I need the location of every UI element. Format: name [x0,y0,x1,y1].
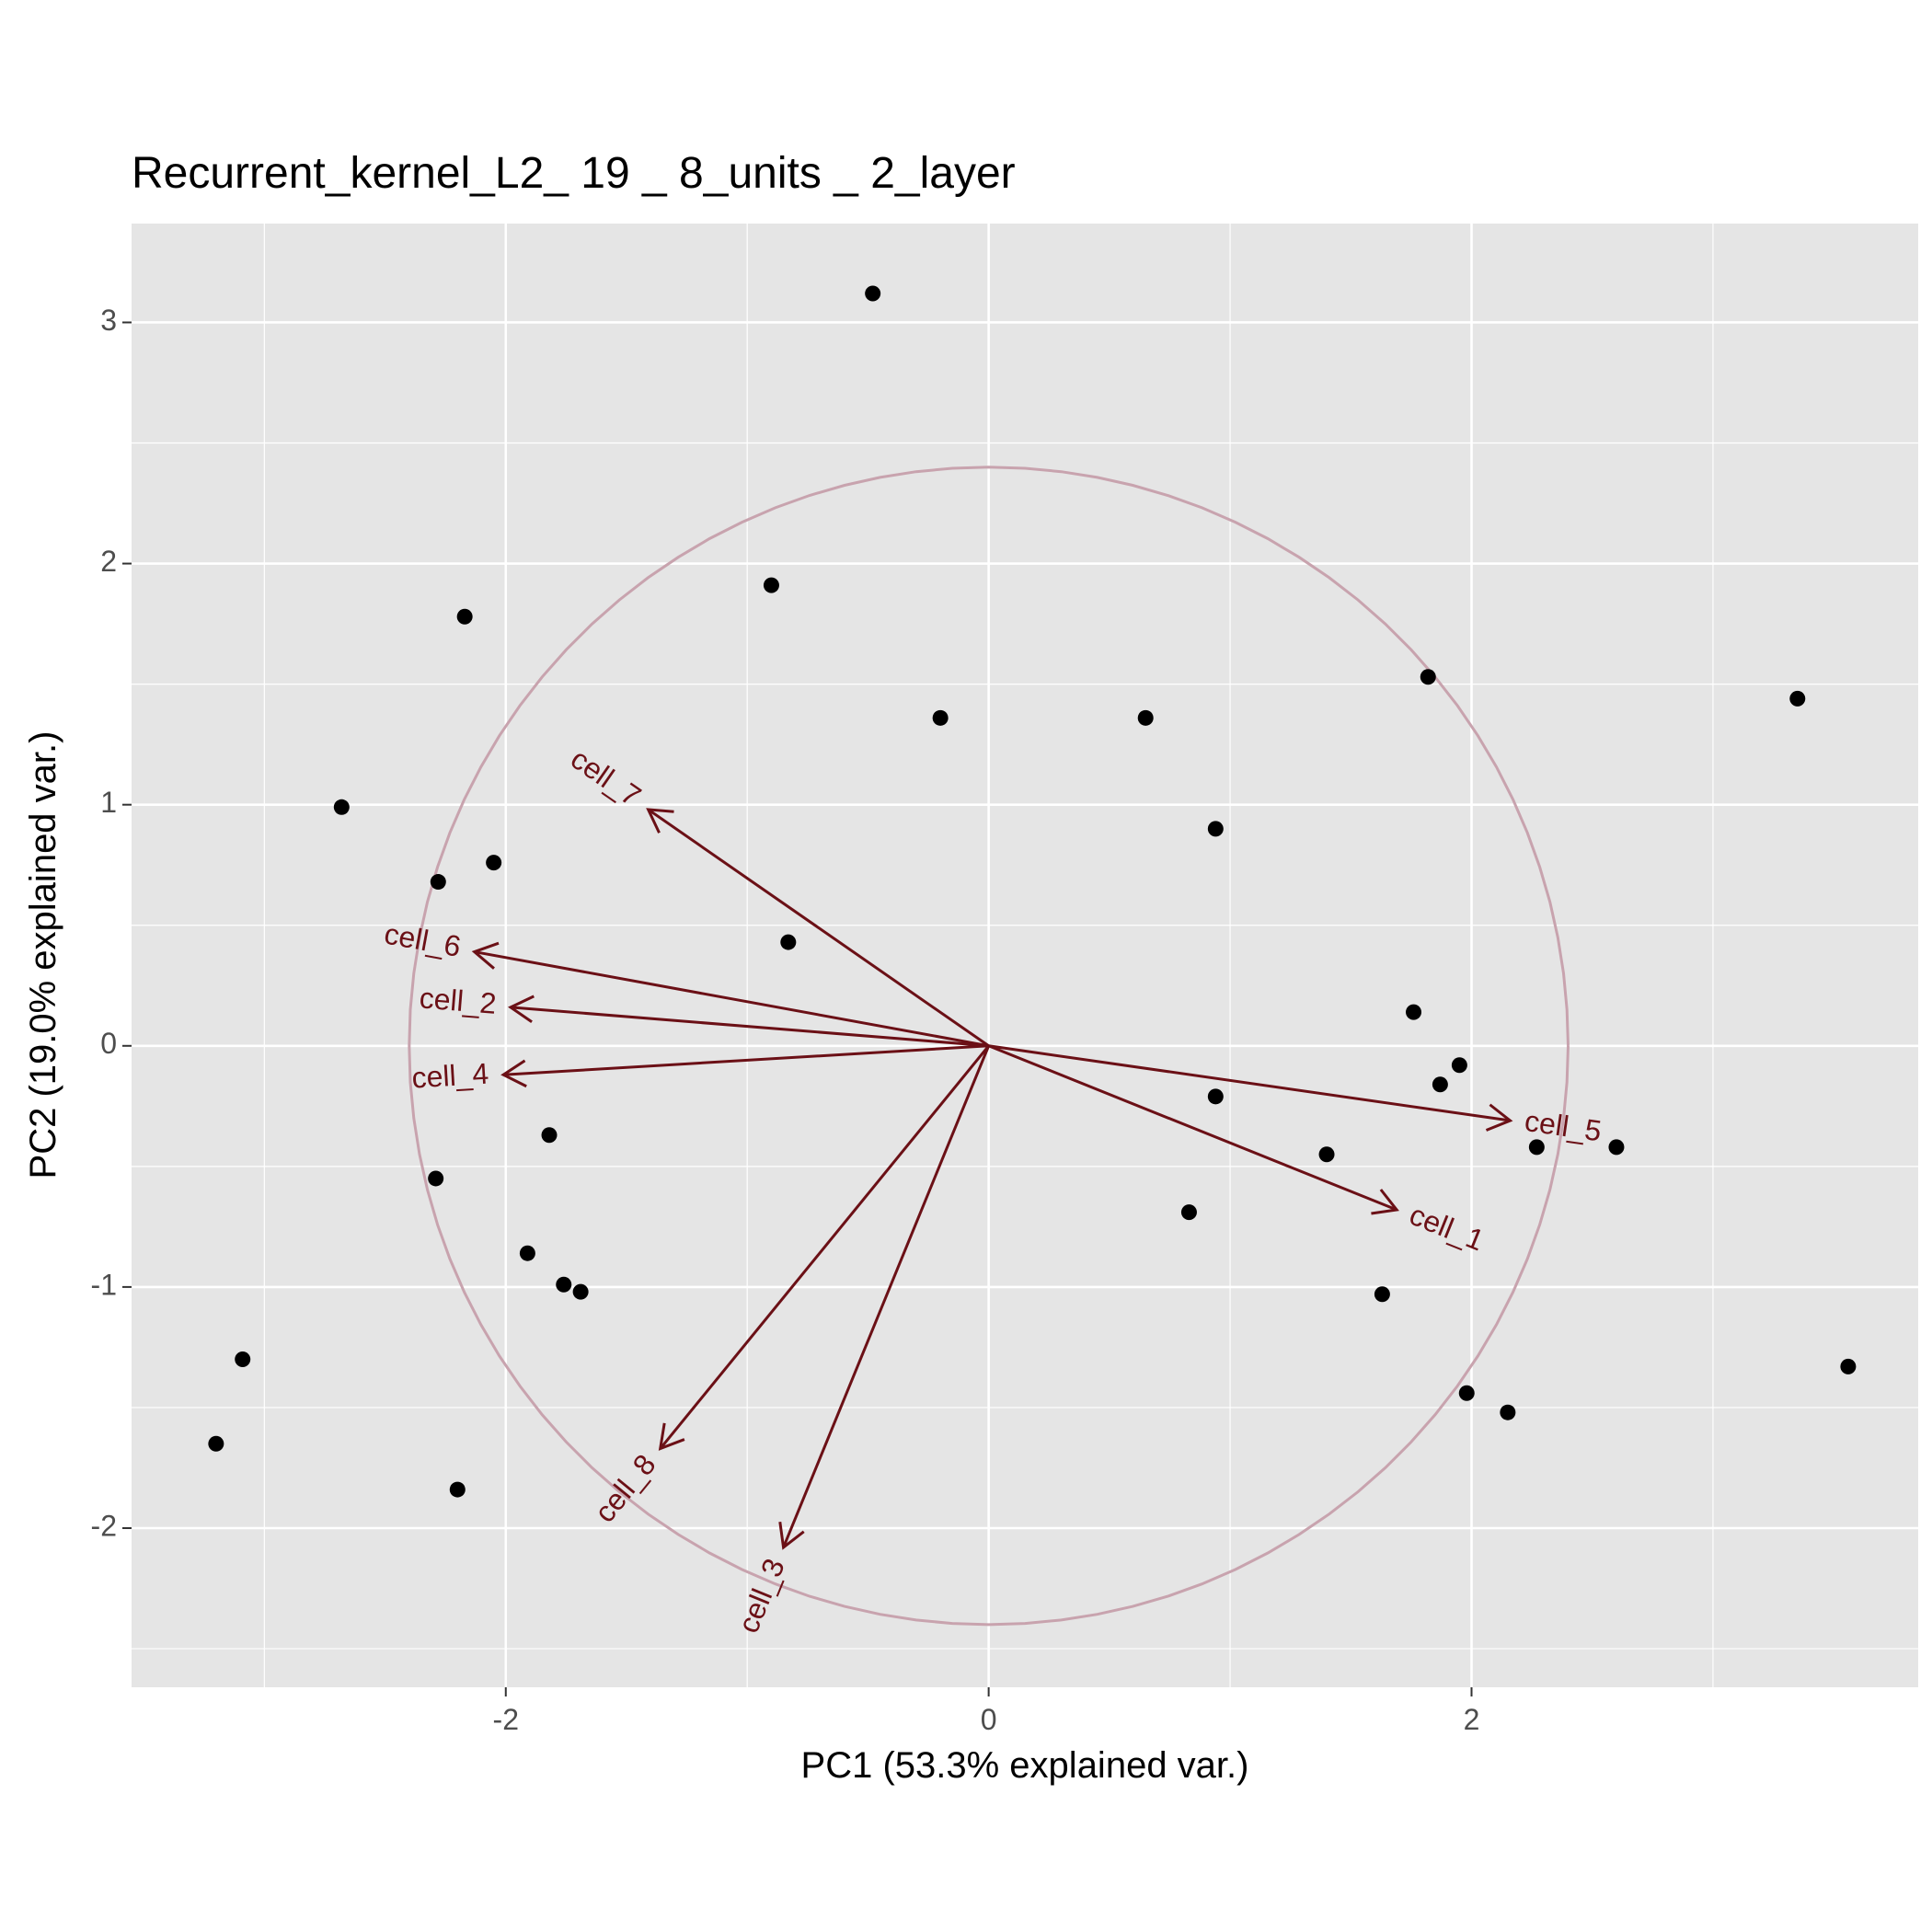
arrow-head-cell_8 [658,1422,685,1451]
data-point [1608,1139,1625,1156]
data-point [486,855,502,871]
arrow-shaft-cell_5 [988,1044,1511,1122]
data-point [1420,669,1436,685]
arrow-head-cell_2 [508,995,535,1023]
arrow-shaft-cell_2 [510,1006,989,1048]
x-tick-label: -2 [493,1703,519,1736]
arrow-shaft-cell_4 [503,1044,989,1076]
minor-gridlines [132,224,1918,1687]
data-point [572,1283,589,1300]
data-point [932,709,949,726]
data-point [430,874,446,891]
correlation-circle [408,466,1570,1627]
data-point [333,799,350,815]
y-tick-label: 3 [100,304,117,337]
x-tick-label: 2 [1464,1703,1480,1736]
points-layer [208,285,1857,1498]
data-point [519,1245,535,1261]
data-point [428,1170,444,1187]
arrow-shaft-cell_6 [474,950,989,1048]
data-point [456,608,473,625]
x-axis-title: PC1 (53.3% explained var.) [801,1745,1249,1786]
arrow-head-cell_4 [500,1059,527,1088]
y-axis-title: PC2 (19.0% explained var.) [23,731,63,1179]
chart-title: Recurrent_kernel_L2_ 19 _ 8_units _ 2_la… [132,149,1016,198]
data-point [1374,1286,1390,1303]
y-tick-label: -1 [91,1268,117,1301]
arrow-shaft-cell_3 [782,1045,991,1548]
arrow-label-cell_4: cell_4 [411,1057,490,1095]
data-point [1406,1004,1422,1020]
data-point [1207,821,1224,837]
y-tick-label: 1 [100,786,117,819]
data-point [780,934,797,950]
y-tick-label: 0 [100,1027,117,1060]
x-tick-label: 0 [981,1703,997,1736]
data-point [1500,1404,1516,1420]
data-point [1789,690,1806,707]
arrow-shaft-cell_1 [988,1044,1397,1212]
arrow-head-cell_5 [1485,1103,1513,1132]
data-point [1451,1057,1467,1074]
y-tick-label: -2 [91,1509,117,1542]
data-point [763,577,779,593]
data-point [1180,1204,1197,1221]
data-point [556,1276,572,1293]
arrow-shaft-cell_7 [647,808,990,1048]
arrow-head-cell_3 [778,1522,805,1550]
correlation-circle-layer [408,466,1570,1627]
data-point [1318,1146,1335,1163]
major-gridlines [132,224,1918,1687]
arrow-label-cell_2: cell_2 [419,981,498,1020]
arrow-shaft-cell_8 [659,1044,990,1450]
data-point [1432,1076,1448,1093]
y-axis-ticks: -2 -1 0 1 2 3 [91,304,132,1542]
data-point [541,1127,558,1144]
x-axis-ticks: -2 0 2 [493,1687,1480,1736]
arrow-head-cell_7 [646,808,674,834]
data-point [865,285,881,302]
data-point [1137,709,1154,726]
arrow-head-cell_1 [1371,1189,1399,1215]
data-point [1840,1358,1857,1374]
data-point [1207,1088,1224,1105]
data-point [1458,1385,1475,1401]
y-tick-label: 2 [100,545,117,578]
data-point [208,1435,224,1452]
data-point [449,1481,466,1498]
data-point [235,1351,251,1368]
data-point [1528,1139,1545,1156]
arrow-head-cell_6 [471,941,500,970]
